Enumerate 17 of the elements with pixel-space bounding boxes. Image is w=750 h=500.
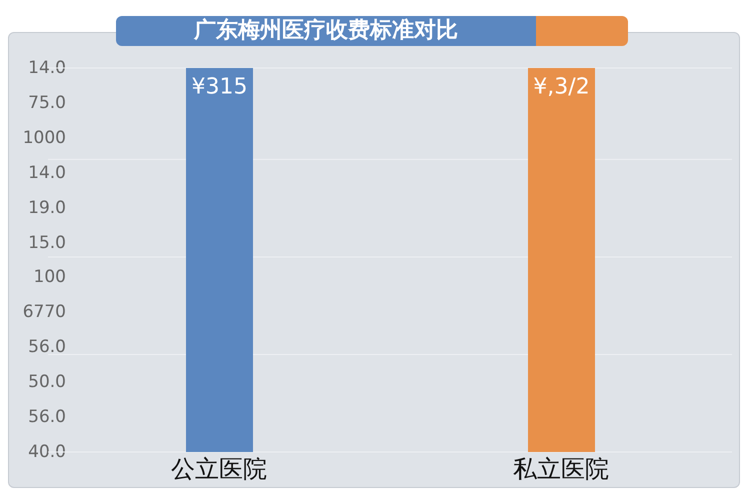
data-label: ¥315 <box>192 74 248 100</box>
annotation: 14.0 <box>27 58 66 78</box>
data-label: ¥,3/2 <box>533 74 590 100</box>
annotation: 50.0 <box>27 372 66 392</box>
x-tick-label: 私立医院 <box>513 455 609 484</box>
x-tick-label: 公立医院 <box>171 455 267 484</box>
annotation: 56.0 <box>27 407 66 428</box>
annotation: 56.0 <box>27 337 66 358</box>
annotation: 6770 <box>22 302 66 322</box>
annotation: 1000 <box>22 128 66 148</box>
annotation: 14.0 <box>27 162 66 183</box>
chart-title: 广东梅州医疗收费标准对比 <box>192 17 459 45</box>
annotation: 19.0 <box>27 198 66 218</box>
annotation: 15.0 <box>27 232 66 253</box>
annotation: 75.0 <box>27 92 66 113</box>
annotation: 100 <box>32 267 66 288</box>
annotation: 40.0 <box>27 442 66 462</box>
